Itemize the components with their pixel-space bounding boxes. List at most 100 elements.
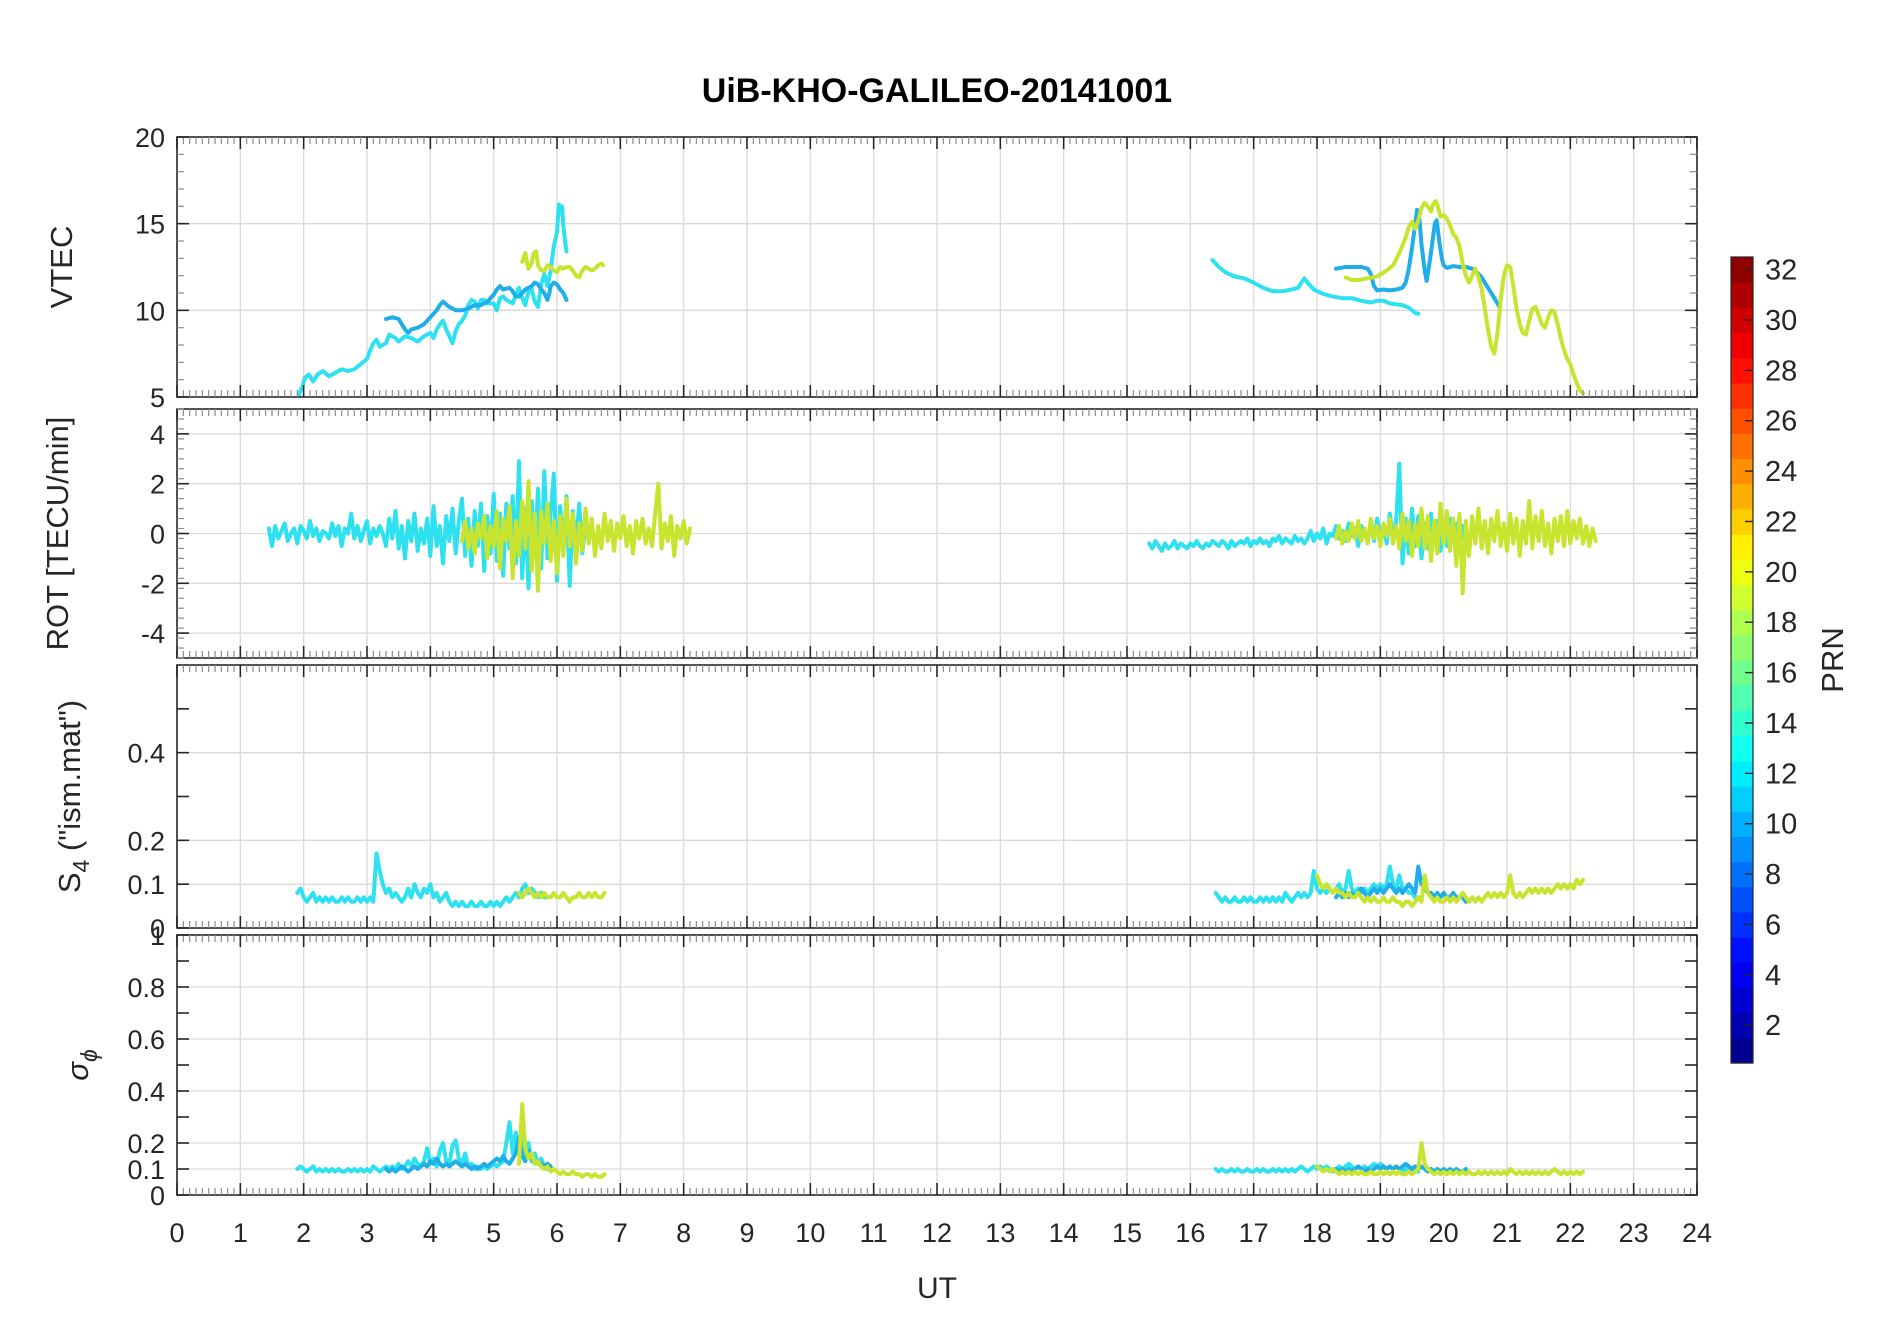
rot-ytick-label: -2 xyxy=(141,569,165,599)
series-rot-cyan-evening xyxy=(1147,461,1465,566)
x-tick-label: 9 xyxy=(739,1218,754,1248)
x-tick-label: 2 xyxy=(296,1218,311,1248)
vtec-panel: 5 10 15 20 VTEC xyxy=(44,123,1698,413)
colorbar-segment xyxy=(1731,584,1753,611)
series-rot-yellow-morning xyxy=(460,479,692,593)
colorbar-segment xyxy=(1731,836,1753,863)
x-tick-label: 10 xyxy=(795,1218,825,1248)
series-s4-cyan-morning xyxy=(295,851,550,909)
x-tick-label: 12 xyxy=(922,1218,952,1248)
x-tick-label: 16 xyxy=(1175,1218,1205,1248)
x-tick-label: 19 xyxy=(1365,1218,1395,1248)
x-tick-label: 1 xyxy=(233,1218,248,1248)
x-tick-label: 22 xyxy=(1555,1218,1585,1248)
colorbar-segment xyxy=(1731,433,1753,460)
colorbar-segment xyxy=(1731,307,1753,334)
x-tick-label: 11 xyxy=(860,1218,888,1248)
colorbar-tick-label: 2 xyxy=(1765,1010,1781,1042)
x-tick-label: 23 xyxy=(1619,1218,1649,1248)
colorbar-segment xyxy=(1731,609,1753,636)
colorbar-tick-label: 12 xyxy=(1765,758,1797,790)
series-sigma-yellow-evening xyxy=(1315,1141,1585,1177)
x-tick-label: 8 xyxy=(676,1218,691,1248)
colorbar-segment xyxy=(1731,911,1753,938)
vtec-y-axis-label: VTEC xyxy=(44,226,79,309)
colorbar-segment xyxy=(1731,987,1753,1014)
colorbar-segment xyxy=(1731,408,1753,434)
colorbar-segment xyxy=(1731,760,1753,787)
colorbar-segment xyxy=(1731,886,1753,913)
colorbar-segment xyxy=(1731,1012,1753,1039)
x-tick-label: 0 xyxy=(169,1218,184,1248)
rot-ytick-label: 0 xyxy=(150,520,165,550)
colorbar-segment xyxy=(1731,508,1753,535)
colorbar-segment xyxy=(1731,735,1753,762)
series-vtec-yellow-morning xyxy=(520,249,606,280)
rot-ytick-label: 2 xyxy=(150,470,165,500)
sigma-ytick-label: 1 xyxy=(150,921,165,951)
series-s4-yellow-evening xyxy=(1315,873,1585,909)
series-sigma-blue-morning xyxy=(384,1135,553,1174)
series-sigma-yellow-morning xyxy=(517,1102,607,1179)
series-vtec-cyan-morning xyxy=(296,202,569,397)
colorbar-tick-label: 26 xyxy=(1765,406,1797,438)
colorbar-axis-label: PRN xyxy=(1815,627,1850,692)
x-tick-label: 20 xyxy=(1429,1218,1459,1248)
colorbar-segment xyxy=(1731,559,1753,586)
chart-title: UiB-KHO-GALILEO-20141001 xyxy=(701,72,1173,110)
series-vtec-blue-morning xyxy=(384,280,569,335)
colorbar-tick-label: 20 xyxy=(1765,557,1797,589)
vtec-ytick-label: 5 xyxy=(150,383,165,413)
x-tick-label: 14 xyxy=(1049,1218,1079,1248)
x-tick-label: 24 xyxy=(1682,1218,1712,1248)
colorbar-segment xyxy=(1731,861,1753,888)
colorbar-segment xyxy=(1731,534,1753,560)
colorbar-tick-label: 8 xyxy=(1765,859,1781,891)
s4-ytick-label: 0.2 xyxy=(127,826,165,856)
colorbar-border xyxy=(1730,256,1754,1064)
sigma-ytick-label: 0.8 xyxy=(127,973,165,1003)
rot-y-axis-label: ROT [TECU/min] xyxy=(40,417,75,651)
colorbar-tick-label: 6 xyxy=(1765,909,1781,941)
colorbar-tick-label: 30 xyxy=(1765,305,1797,337)
sigma-panel: 00.10.2 0.4 0.6 0.8 1 σϕ​ xyxy=(60,921,1698,1211)
series-vtec-yellow-evening xyxy=(1343,199,1585,396)
sigma-ytick-label: 0.6 xyxy=(127,1025,165,1055)
series-s4-yellow-morning xyxy=(517,886,607,904)
x-tick-label: 18 xyxy=(1302,1218,1332,1248)
vtec-ytick-label: 20 xyxy=(135,123,165,153)
x-tick-label: 4 xyxy=(423,1218,438,1248)
x-tick-label: 17 xyxy=(1239,1218,1269,1248)
vtec-ytick-label: 15 xyxy=(135,210,165,240)
colorbar-segment xyxy=(1731,785,1753,812)
colorbar-segment xyxy=(1731,458,1753,485)
rot-panel: -4 -2 0 2 4 ROT [TECU/min] xyxy=(40,408,1698,659)
colorbar-tick-label: 16 xyxy=(1765,658,1797,690)
colorbar-tick-label: 22 xyxy=(1765,506,1797,538)
colorbar-segment xyxy=(1731,483,1753,510)
colorbar-segment xyxy=(1731,382,1753,409)
colorbar-segment xyxy=(1731,332,1753,359)
colorbar-tick-label: 24 xyxy=(1765,456,1797,488)
x-tick-label: 6 xyxy=(549,1218,564,1248)
colorbar-segment xyxy=(1731,660,1753,686)
s4-ytick-label: 0.1 xyxy=(127,870,165,900)
s4-ytick-label: 0.4 xyxy=(127,739,165,769)
sigma-ytick-label: 0.2 xyxy=(127,1129,165,1159)
x-tick-label: 15 xyxy=(1112,1218,1142,1248)
rot-ytick-label: -4 xyxy=(141,619,165,649)
colorbar-tick-label: 18 xyxy=(1765,607,1797,639)
colorbar-tick-label: 14 xyxy=(1765,708,1797,740)
colorbar-tick-label: 32 xyxy=(1765,255,1797,287)
x-axis-label: UT xyxy=(917,1272,957,1305)
colorbar-segment xyxy=(1731,634,1753,661)
colorbar-segment xyxy=(1731,257,1753,283)
sigma-ytick-label: 0 xyxy=(150,1181,165,1211)
s4-ytick-label: 0 xyxy=(150,914,165,944)
x-tick-label: 5 xyxy=(486,1218,501,1248)
colorbar-segment xyxy=(1731,685,1753,711)
series-vtec-cyan-evening xyxy=(1210,258,1421,316)
